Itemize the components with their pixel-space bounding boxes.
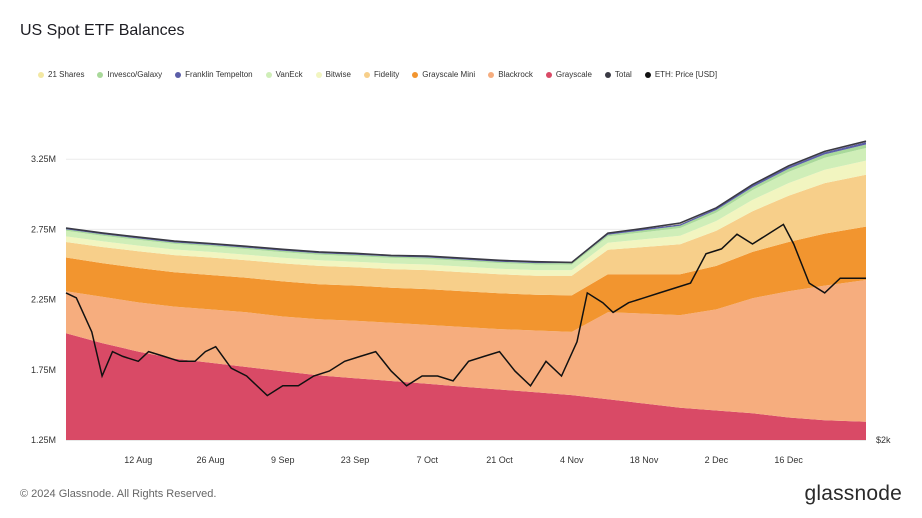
legend-item[interactable]: Invesco/Galaxy bbox=[97, 70, 162, 79]
x-tick-label: 2 Dec bbox=[705, 455, 729, 465]
legend-label: Grayscale bbox=[555, 70, 592, 79]
legend-swatch bbox=[488, 71, 495, 78]
legend-item[interactable]: Grayscale Mini bbox=[412, 70, 475, 79]
legend-label: Bitwise bbox=[325, 70, 351, 79]
y-tick-label: 2.75M bbox=[31, 224, 56, 234]
legend-item[interactable]: 21 Shares bbox=[38, 70, 84, 79]
area-fidelity bbox=[66, 174, 866, 296]
legend-item[interactable]: Blackrock bbox=[488, 70, 533, 79]
x-tick-label: 12 Aug bbox=[124, 455, 152, 465]
area-blackrock bbox=[66, 280, 866, 422]
y-tick-label: 1.75M bbox=[31, 365, 56, 375]
x-tick-label: 16 Dec bbox=[774, 455, 803, 465]
legend-item[interactable]: ETH: Price [USD] bbox=[644, 70, 718, 79]
legend-label: Franklin Tempelton bbox=[185, 70, 253, 79]
legend-label: Fidelity bbox=[373, 70, 400, 79]
chart-legend: 21 Shares Invesco/Galaxy Franklin Tempelto… bbox=[38, 70, 730, 79]
legend-label: ETH: Price [USD] bbox=[654, 70, 718, 79]
legend-item[interactable]: Total bbox=[604, 70, 632, 79]
legend-swatch bbox=[97, 71, 104, 78]
legend-swatch bbox=[545, 71, 552, 78]
x-tick-label: 23 Sep bbox=[341, 455, 370, 465]
y-tick-label: 1.25M bbox=[31, 435, 56, 445]
copyright-text: © 2024 Glassnode. All Rights Reserved. bbox=[20, 488, 217, 500]
legend-label: Blackrock bbox=[498, 70, 533, 79]
total-line bbox=[65, 140, 867, 264]
legend-label: Total bbox=[614, 70, 632, 79]
legend-swatch bbox=[175, 71, 182, 78]
legend-swatch bbox=[38, 71, 44, 78]
x-tick-label: 9 Sep bbox=[271, 455, 295, 465]
legend-item[interactable]: VanEck bbox=[265, 70, 303, 79]
y-tick-label: 2.25M bbox=[31, 295, 56, 305]
x-tick-label: 26 Aug bbox=[197, 455, 225, 465]
y-tick-label: 3.25M bbox=[31, 154, 56, 164]
legend-label: 21 Shares bbox=[48, 70, 85, 79]
y2-axis-label: $2k bbox=[876, 435, 891, 445]
x-tick-label: 7 Oct bbox=[417, 455, 439, 465]
legend-swatch bbox=[604, 71, 611, 78]
legend-swatch bbox=[412, 71, 419, 78]
chart-title: US Spot ETF Balances bbox=[20, 22, 185, 39]
x-tick-label: 4 Nov bbox=[560, 455, 584, 465]
area-grayscale bbox=[66, 333, 866, 440]
legend-swatch bbox=[644, 71, 651, 78]
legend-item[interactable]: Grayscale bbox=[545, 70, 592, 79]
area-grayscale-mini bbox=[66, 226, 866, 332]
legend-swatch bbox=[363, 71, 370, 78]
legend-label: Invesco/Galaxy bbox=[107, 70, 163, 79]
glassnode-logo: glassnode bbox=[804, 482, 902, 505]
legend-label: VanEck bbox=[275, 70, 303, 79]
x-tick-label: 18 Nov bbox=[630, 455, 659, 465]
legend-item[interactable]: Bitwise bbox=[315, 70, 351, 79]
legend-item[interactable]: Fidelity bbox=[363, 70, 400, 79]
legend-label: Grayscale Mini bbox=[422, 70, 476, 79]
eth-price-line bbox=[65, 223, 866, 397]
legend-swatch bbox=[315, 71, 322, 78]
x-tick-label: 21 Oct bbox=[486, 455, 513, 465]
legend-item[interactable]: Franklin Tempelton bbox=[175, 70, 253, 79]
legend-swatch bbox=[265, 71, 272, 78]
